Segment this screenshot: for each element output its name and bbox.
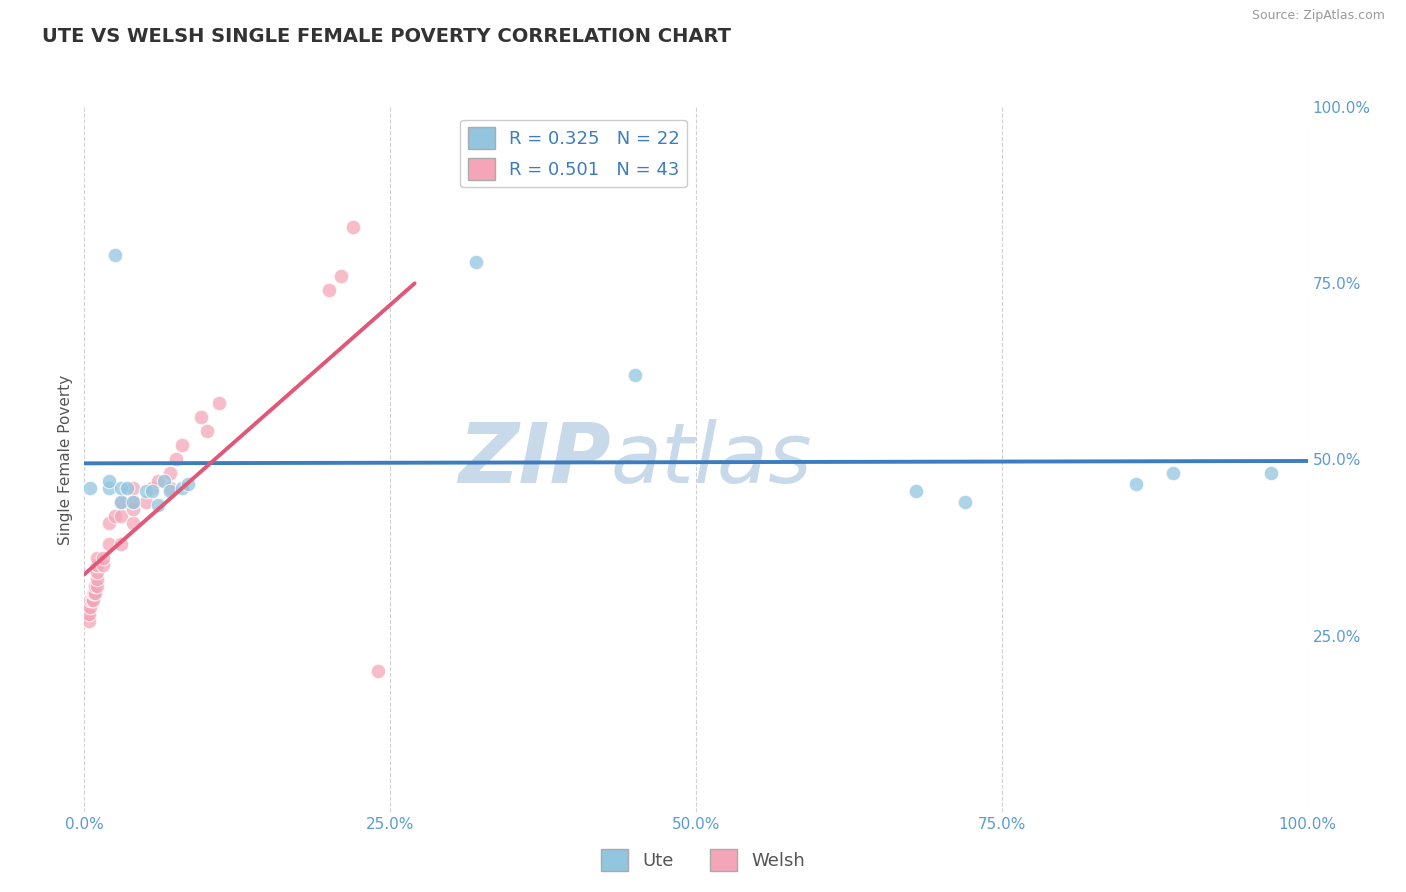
Point bbox=[91, 551, 114, 566]
Point bbox=[82, 593, 104, 607]
Point bbox=[110, 508, 132, 523]
Point bbox=[177, 477, 200, 491]
Point bbox=[318, 283, 340, 297]
Point bbox=[122, 501, 145, 516]
Point bbox=[905, 484, 928, 499]
Point bbox=[104, 248, 127, 262]
Point bbox=[104, 508, 127, 523]
Point bbox=[1260, 467, 1282, 481]
Point bbox=[77, 600, 100, 615]
Point bbox=[83, 586, 105, 600]
Point bbox=[122, 494, 145, 508]
Point bbox=[97, 474, 120, 488]
Point bbox=[122, 516, 145, 530]
Point bbox=[367, 664, 389, 678]
Point bbox=[1161, 467, 1184, 481]
Point bbox=[110, 537, 132, 551]
Point bbox=[953, 494, 976, 508]
Point bbox=[135, 484, 157, 499]
Point bbox=[330, 269, 353, 284]
Point bbox=[159, 484, 181, 499]
Point bbox=[80, 593, 103, 607]
Point bbox=[79, 600, 101, 615]
Text: ZIP: ZIP bbox=[458, 419, 610, 500]
Point bbox=[77, 615, 100, 629]
Point bbox=[153, 474, 176, 488]
Point bbox=[110, 494, 132, 508]
Point bbox=[208, 396, 231, 410]
Point bbox=[86, 579, 108, 593]
Point bbox=[76, 607, 98, 622]
Text: UTE VS WELSH SINGLE FEMALE POVERTY CORRELATION CHART: UTE VS WELSH SINGLE FEMALE POVERTY CORRE… bbox=[42, 27, 731, 45]
Point bbox=[77, 607, 100, 622]
Point bbox=[464, 255, 486, 269]
Legend: R = 0.325   N = 22, R = 0.501   N = 43: R = 0.325 N = 22, R = 0.501 N = 43 bbox=[460, 120, 688, 187]
Legend: Ute, Welsh: Ute, Welsh bbox=[593, 842, 813, 879]
Text: atlas: atlas bbox=[610, 419, 813, 500]
Point bbox=[146, 498, 169, 512]
Point bbox=[141, 481, 163, 495]
Point bbox=[135, 494, 157, 508]
Point bbox=[86, 551, 108, 566]
Point bbox=[115, 481, 138, 495]
Point bbox=[122, 494, 145, 508]
Point bbox=[110, 481, 132, 495]
Point bbox=[195, 424, 218, 438]
Point bbox=[84, 579, 107, 593]
Point bbox=[84, 586, 107, 600]
Point bbox=[79, 481, 101, 495]
Point bbox=[91, 558, 114, 573]
Point bbox=[342, 219, 364, 234]
Point bbox=[159, 481, 181, 495]
Point bbox=[86, 558, 108, 573]
Y-axis label: Single Female Poverty: Single Female Poverty bbox=[58, 375, 73, 544]
Point bbox=[172, 481, 194, 495]
Point bbox=[159, 467, 181, 481]
Point bbox=[79, 593, 101, 607]
Point bbox=[190, 410, 212, 425]
Point bbox=[146, 474, 169, 488]
Point bbox=[86, 572, 108, 586]
Point bbox=[110, 494, 132, 508]
Point bbox=[97, 537, 120, 551]
Text: Source: ZipAtlas.com: Source: ZipAtlas.com bbox=[1251, 9, 1385, 22]
Point bbox=[172, 438, 194, 452]
Point bbox=[97, 516, 120, 530]
Point bbox=[141, 484, 163, 499]
Point bbox=[122, 481, 145, 495]
Point bbox=[165, 452, 187, 467]
Point bbox=[1125, 477, 1147, 491]
Point bbox=[97, 481, 120, 495]
Point bbox=[86, 565, 108, 579]
Point bbox=[82, 586, 104, 600]
Point bbox=[624, 368, 647, 382]
